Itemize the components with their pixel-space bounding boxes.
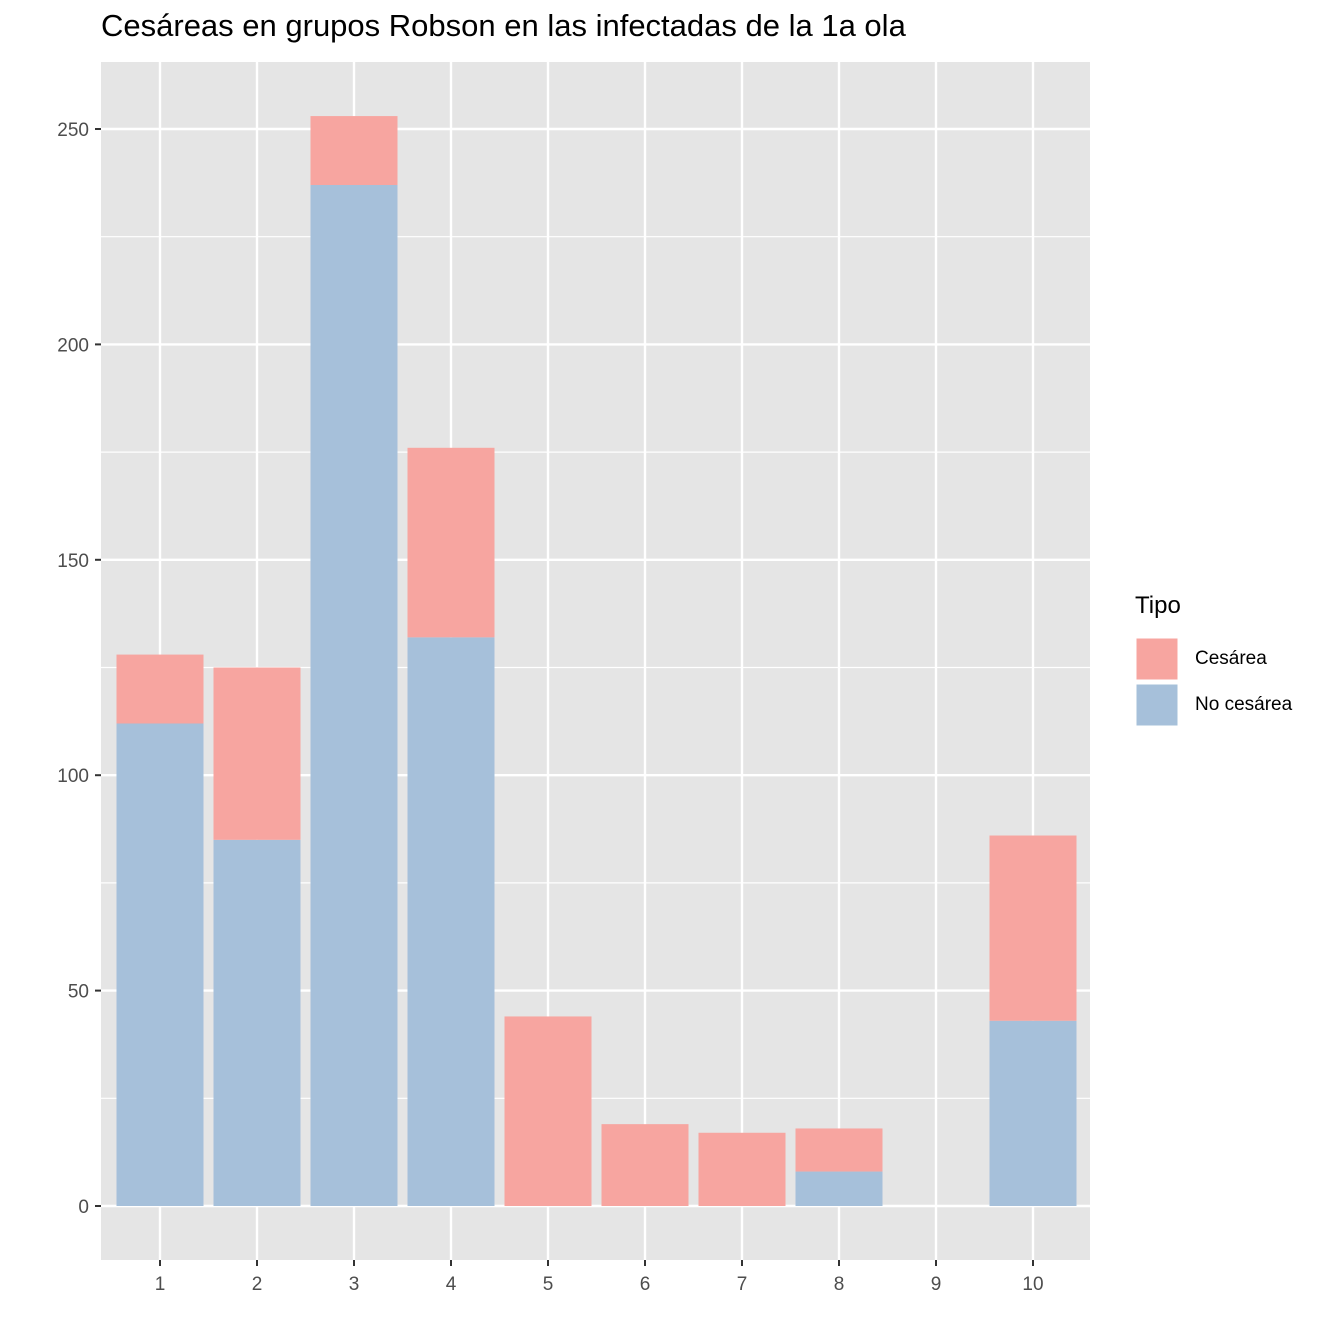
y-tick-label: 100 <box>57 766 89 787</box>
bar-ces-rea-8 <box>795 1128 883 1172</box>
x-tick-label: 2 <box>252 1274 263 1295</box>
y-tick-label: 250 <box>57 120 89 141</box>
bar-no-ces-rea-3 <box>310 185 398 1206</box>
bar-no-ces-rea-1 <box>116 723 204 1206</box>
bar-no-ces-rea-10 <box>989 1020 1077 1206</box>
bar-ces-rea-2 <box>213 667 301 840</box>
bar-ces-rea-7 <box>698 1132 786 1206</box>
x-tick-label: 1 <box>155 1274 166 1295</box>
x-tick-label: 7 <box>737 1274 748 1295</box>
x-tick-label: 6 <box>640 1274 651 1295</box>
bar-ces-rea-1 <box>116 654 204 724</box>
legend-label-no-cesarea: No cesárea <box>1195 694 1293 715</box>
x-tick-label: 5 <box>543 1274 554 1295</box>
x-tick-label: 9 <box>931 1274 942 1295</box>
x-tick-label: 8 <box>834 1274 845 1295</box>
bar-ces-rea-5 <box>504 1016 592 1206</box>
bar-ces-rea-10 <box>989 835 1077 1021</box>
bar-ces-rea-3 <box>310 116 398 186</box>
chart-title: Cesáreas en grupos Robson en las infecta… <box>101 8 906 43</box>
y-tick-label: 200 <box>57 335 89 356</box>
x-tick-label: 10 <box>1022 1274 1043 1295</box>
bar-ces-rea-6 <box>601 1124 689 1206</box>
legend-keys <box>1135 637 1179 727</box>
bar-no-ces-rea-8 <box>795 1171 883 1206</box>
legend-title: Tipo <box>1135 592 1181 619</box>
y-tick-label: 50 <box>68 982 89 1003</box>
bar-no-ces-rea-2 <box>213 839 301 1206</box>
y-tick-label: 150 <box>57 551 89 572</box>
y-axis: 0 50 100 150 200 250 <box>57 120 101 1218</box>
y-tick-label: 0 <box>78 1197 89 1218</box>
x-tick-label: 4 <box>446 1274 457 1295</box>
bars <box>116 116 1077 1206</box>
x-tick-label: 3 <box>349 1274 360 1295</box>
bar-ces-rea-4 <box>407 447 495 638</box>
x-axis: 1 2 3 4 5 6 7 8 9 10 <box>155 1260 1044 1295</box>
bar-no-ces-rea-4 <box>407 637 495 1206</box>
legend-label-cesarea: Cesárea <box>1195 648 1267 669</box>
